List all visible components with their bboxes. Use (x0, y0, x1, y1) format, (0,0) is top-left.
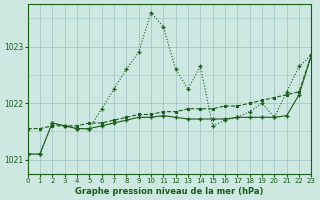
X-axis label: Graphe pression niveau de la mer (hPa): Graphe pression niveau de la mer (hPa) (75, 187, 264, 196)
